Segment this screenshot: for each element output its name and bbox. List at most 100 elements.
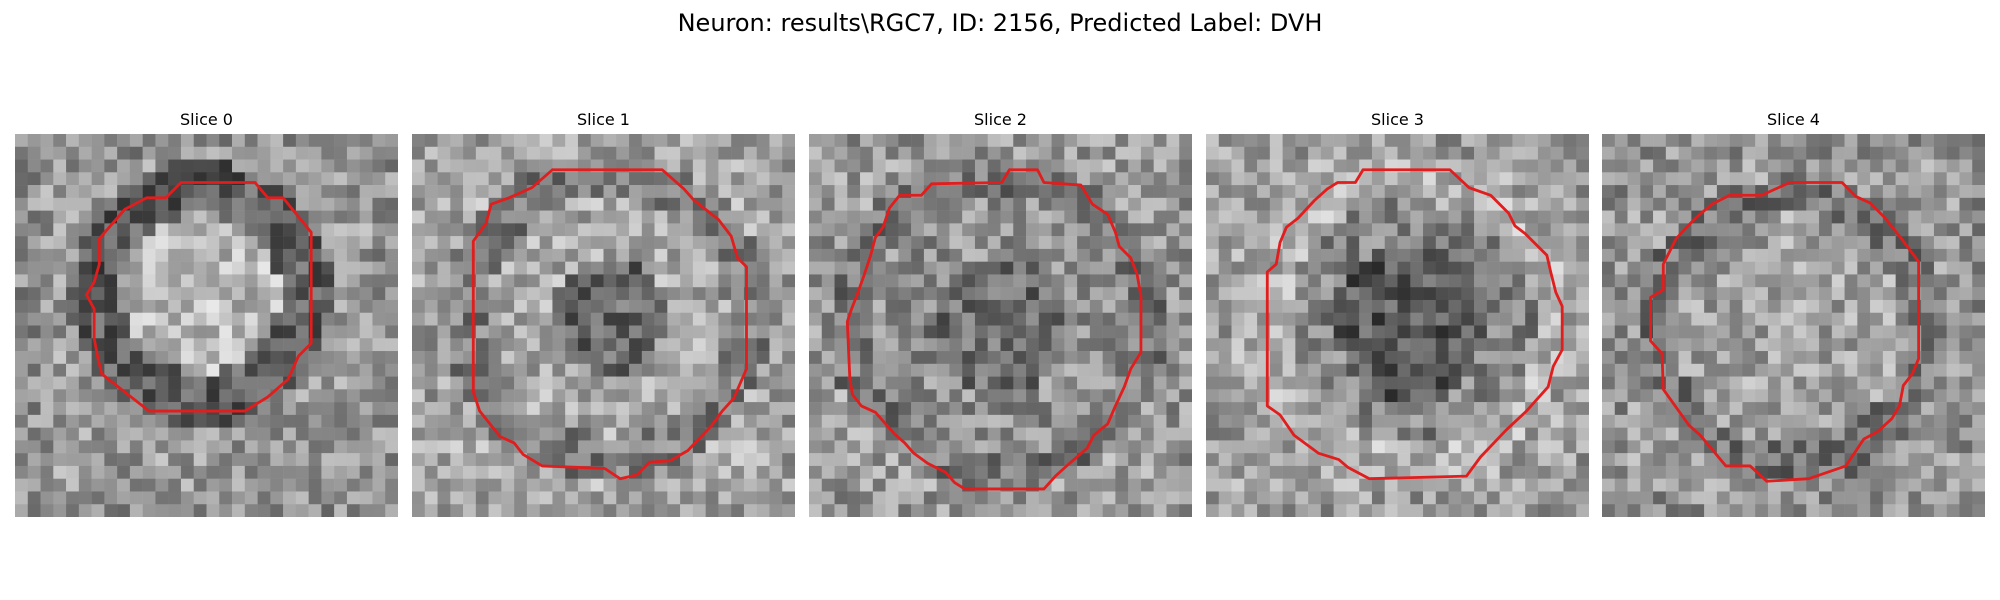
slice-0-pixel — [334, 427, 348, 441]
slice-0-pixel — [283, 414, 297, 428]
slice-2-pixel — [1038, 440, 1052, 454]
slice-0-pixel — [180, 491, 194, 505]
slice-4-pixel — [1780, 504, 1794, 517]
slice-4-pixel — [1678, 351, 1692, 365]
slice-0-pixel — [27, 363, 41, 377]
slice-2-pixel — [1026, 185, 1040, 199]
slice-3-pixel — [1206, 185, 1220, 199]
slice-2-pixel — [936, 351, 950, 365]
slice-3-pixel — [1269, 185, 1283, 199]
slice-4-pixel — [1678, 389, 1692, 403]
slice-0-pixel — [283, 351, 297, 365]
slice-1-pixel — [603, 185, 617, 199]
slice-0-pixel — [66, 465, 80, 479]
slice-2-pixel — [834, 146, 848, 160]
slice-2-pixel — [1128, 504, 1142, 517]
slice-3-pixel — [1499, 312, 1513, 326]
slice-1-pixel — [552, 363, 566, 377]
slice-2-pixel — [1102, 159, 1116, 173]
slice-2-pixel — [1013, 325, 1027, 339]
slice-0-pixel — [359, 351, 373, 365]
slice-4-pixel — [1972, 299, 1985, 313]
slice-1-pixel — [629, 325, 643, 339]
slice-3-pixel — [1435, 146, 1449, 160]
slice-1-pixel — [718, 453, 732, 467]
slice-2-pixel — [1000, 465, 1014, 479]
slice-3-pixel — [1435, 402, 1449, 416]
slice-1-pixel — [437, 261, 451, 275]
slice-0-pixel — [66, 185, 80, 199]
slice-2-pixel — [1064, 465, 1078, 479]
slice-2-pixel — [1000, 325, 1014, 339]
slice-4-pixel — [1665, 504, 1679, 517]
slice-1-pixel — [692, 363, 706, 377]
slice-4-pixel — [1691, 376, 1705, 390]
slice-2-pixel — [809, 427, 823, 441]
slice-0-pixel — [346, 172, 360, 186]
slice-0-pixel — [129, 312, 143, 326]
slice-3-pixel — [1244, 414, 1258, 428]
slice-3-pixel — [1525, 299, 1539, 313]
slice-2-pixel — [1077, 376, 1091, 390]
slice-3-pixel — [1346, 287, 1360, 301]
slice-3-pixel — [1231, 159, 1245, 173]
slice-1-pixel — [565, 261, 579, 275]
slice-4-pixel — [1653, 236, 1667, 250]
slice-3-pixel — [1308, 491, 1322, 505]
slice-1-pixel — [603, 312, 617, 326]
slice-4-pixel — [1729, 478, 1743, 492]
slice-0-pixel — [372, 465, 386, 479]
slice-0-pixel — [53, 491, 67, 505]
slice-0-pixel — [129, 261, 143, 275]
slice-0-pixel — [78, 427, 92, 441]
slice-1-pixel — [731, 453, 745, 467]
slice-0-pixel — [193, 465, 207, 479]
slice-2-pixel — [962, 351, 976, 365]
slice-2-pixel — [1153, 236, 1167, 250]
slice-2-pixel — [949, 287, 963, 301]
slice-2-pixel — [860, 223, 874, 237]
slice-4-pixel — [1716, 363, 1730, 377]
slice-1-pixel — [412, 504, 426, 517]
slice-3-pixel — [1346, 312, 1360, 326]
slice-1-pixel — [539, 338, 553, 352]
slice-0-pixel — [53, 440, 67, 454]
slice-0-pixel — [155, 299, 169, 313]
slice-3-pixel — [1244, 376, 1258, 390]
slice-3-pixel — [1320, 172, 1334, 186]
slice-4-pixel — [1742, 210, 1756, 224]
slice-2-pixel — [1166, 248, 1180, 262]
slice-1-pixel — [654, 261, 668, 275]
slice-4-pixel — [1742, 376, 1756, 390]
slice-2-pixel — [809, 363, 823, 377]
slice-4-pixel — [1857, 376, 1871, 390]
slice-3-pixel — [1359, 325, 1373, 339]
slice-0-pixel — [206, 210, 220, 224]
slice-1-pixel — [424, 274, 438, 288]
slice-3-pixel — [1397, 389, 1411, 403]
slice-1-pixel — [450, 185, 464, 199]
slice-3-pixel — [1512, 389, 1526, 403]
slice-1-pixel — [756, 504, 770, 517]
slice-1-pixel — [769, 172, 783, 186]
slice-4-pixel — [1933, 197, 1947, 211]
slice-0-pixel — [295, 197, 309, 211]
slice-4-pixel — [1806, 491, 1820, 505]
slice-2-pixel — [1102, 248, 1116, 262]
slice-1-pixel — [667, 146, 681, 160]
slice-0-pixel — [129, 248, 143, 262]
slice-2-pixel — [974, 363, 988, 377]
slice-3-pixel — [1206, 491, 1220, 505]
slice-4-pixel — [1895, 299, 1909, 313]
slice-0-pixel — [155, 402, 169, 416]
slice-3-pixel — [1346, 146, 1360, 160]
slice-2-pixel — [821, 389, 835, 403]
slice-0-pixel — [155, 159, 169, 173]
slice-3-pixel — [1486, 287, 1500, 301]
slice-1-pixel — [577, 478, 591, 492]
slice-0-pixel — [91, 440, 105, 454]
slice-3-pixel — [1435, 440, 1449, 454]
slice-3-pixel — [1486, 453, 1500, 467]
slice-3-pixel — [1371, 376, 1385, 390]
slice-4-pixel — [1678, 478, 1692, 492]
